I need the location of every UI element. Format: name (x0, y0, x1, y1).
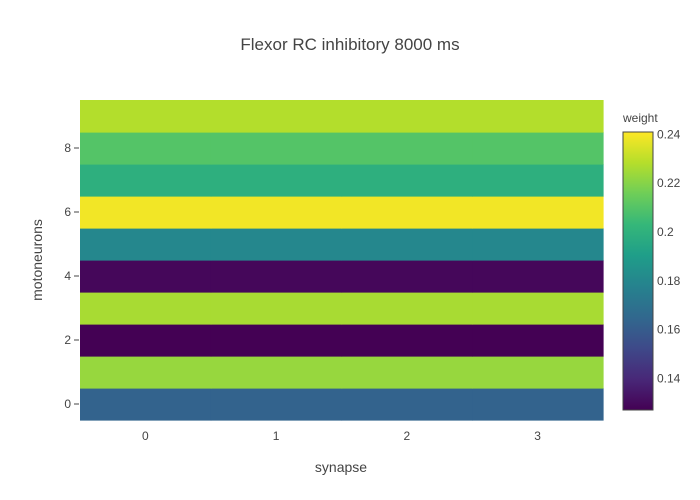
heatmap-cell (80, 196, 212, 229)
y-tick-label: 8 (64, 141, 71, 155)
y-axis-ticks: 0 2 4 6 8 (64, 141, 79, 411)
x-tick-label: 2 (404, 429, 411, 443)
heatmap-cell (210, 132, 343, 165)
heatmap-cell (210, 324, 343, 357)
heatmap-cell (80, 388, 212, 421)
heatmap-cell (472, 324, 604, 357)
colorbar-tick-label: 0.24 (657, 127, 681, 141)
x-axis-title: synapse (315, 459, 367, 475)
heatmap-cell (80, 100, 212, 133)
heatmap-cell (341, 196, 473, 229)
colorbar-tick-label: 0.22 (657, 176, 681, 190)
heatmap-cell (210, 228, 343, 261)
heatmap-cell (472, 132, 604, 165)
heatmap-cell (210, 292, 343, 325)
x-tick-label: 3 (534, 429, 541, 443)
x-tick-label: 1 (273, 429, 280, 443)
heatmap-cell (341, 388, 473, 421)
x-axis-ticks: 0 1 2 3 (142, 429, 541, 443)
heatmap-cell (80, 260, 212, 293)
heatmap-cell (210, 100, 343, 133)
y-tick-label: 6 (64, 205, 71, 219)
colorbar: weight 0.14 0.16 0.18 0.2 0.22 0.24 (622, 111, 681, 411)
y-tick-label: 4 (64, 269, 71, 283)
heatmap-cell (341, 292, 473, 325)
heatmap-cell (472, 196, 604, 229)
colorbar-gradient (622, 131, 654, 411)
heatmap-cell (210, 260, 343, 293)
heatmap-cell (472, 388, 604, 421)
colorbar-title: weight (622, 111, 658, 125)
heatmap-cell (341, 100, 473, 133)
y-axis-title: motoneurons (29, 219, 45, 301)
heatmap-cell (80, 228, 212, 261)
chart-title: Flexor RC inhibitory 8000 ms (240, 35, 459, 54)
heatmap-cell (80, 356, 212, 389)
heatmap-cell (341, 132, 473, 165)
heatmap-cell (472, 356, 604, 389)
heatmap-cell (341, 324, 473, 357)
heatmap-cell (80, 132, 212, 165)
heatmap-cell (341, 260, 473, 293)
heatmap-cell (472, 260, 604, 293)
heatmap-cell (80, 164, 212, 197)
heatmap-cell (472, 228, 604, 261)
heatmap-cell (341, 164, 473, 197)
y-tick-label: 0 (64, 397, 71, 411)
y-tick-label: 2 (64, 333, 71, 347)
heatmap-cell (80, 292, 212, 325)
heatmap-cells (80, 100, 604, 421)
colorbar-tick-label: 0.16 (657, 323, 681, 337)
heatmap-cell (210, 164, 343, 197)
heatmap-cell (210, 196, 343, 229)
heatmap-cell (341, 356, 473, 389)
colorbar-tick-label: 0.2 (657, 225, 674, 239)
heatmap-cell (341, 228, 473, 261)
heatmap-cell (210, 388, 343, 421)
heatmap-cell (80, 324, 212, 357)
heatmap-cell (472, 164, 604, 197)
colorbar-tick-label: 0.14 (657, 371, 681, 385)
heatmap-cell (472, 100, 604, 133)
heatmap-cell (472, 292, 604, 325)
x-tick-label: 0 (142, 429, 149, 443)
colorbar-tick-label: 0.18 (657, 274, 681, 288)
heatmap-cell (210, 356, 343, 389)
